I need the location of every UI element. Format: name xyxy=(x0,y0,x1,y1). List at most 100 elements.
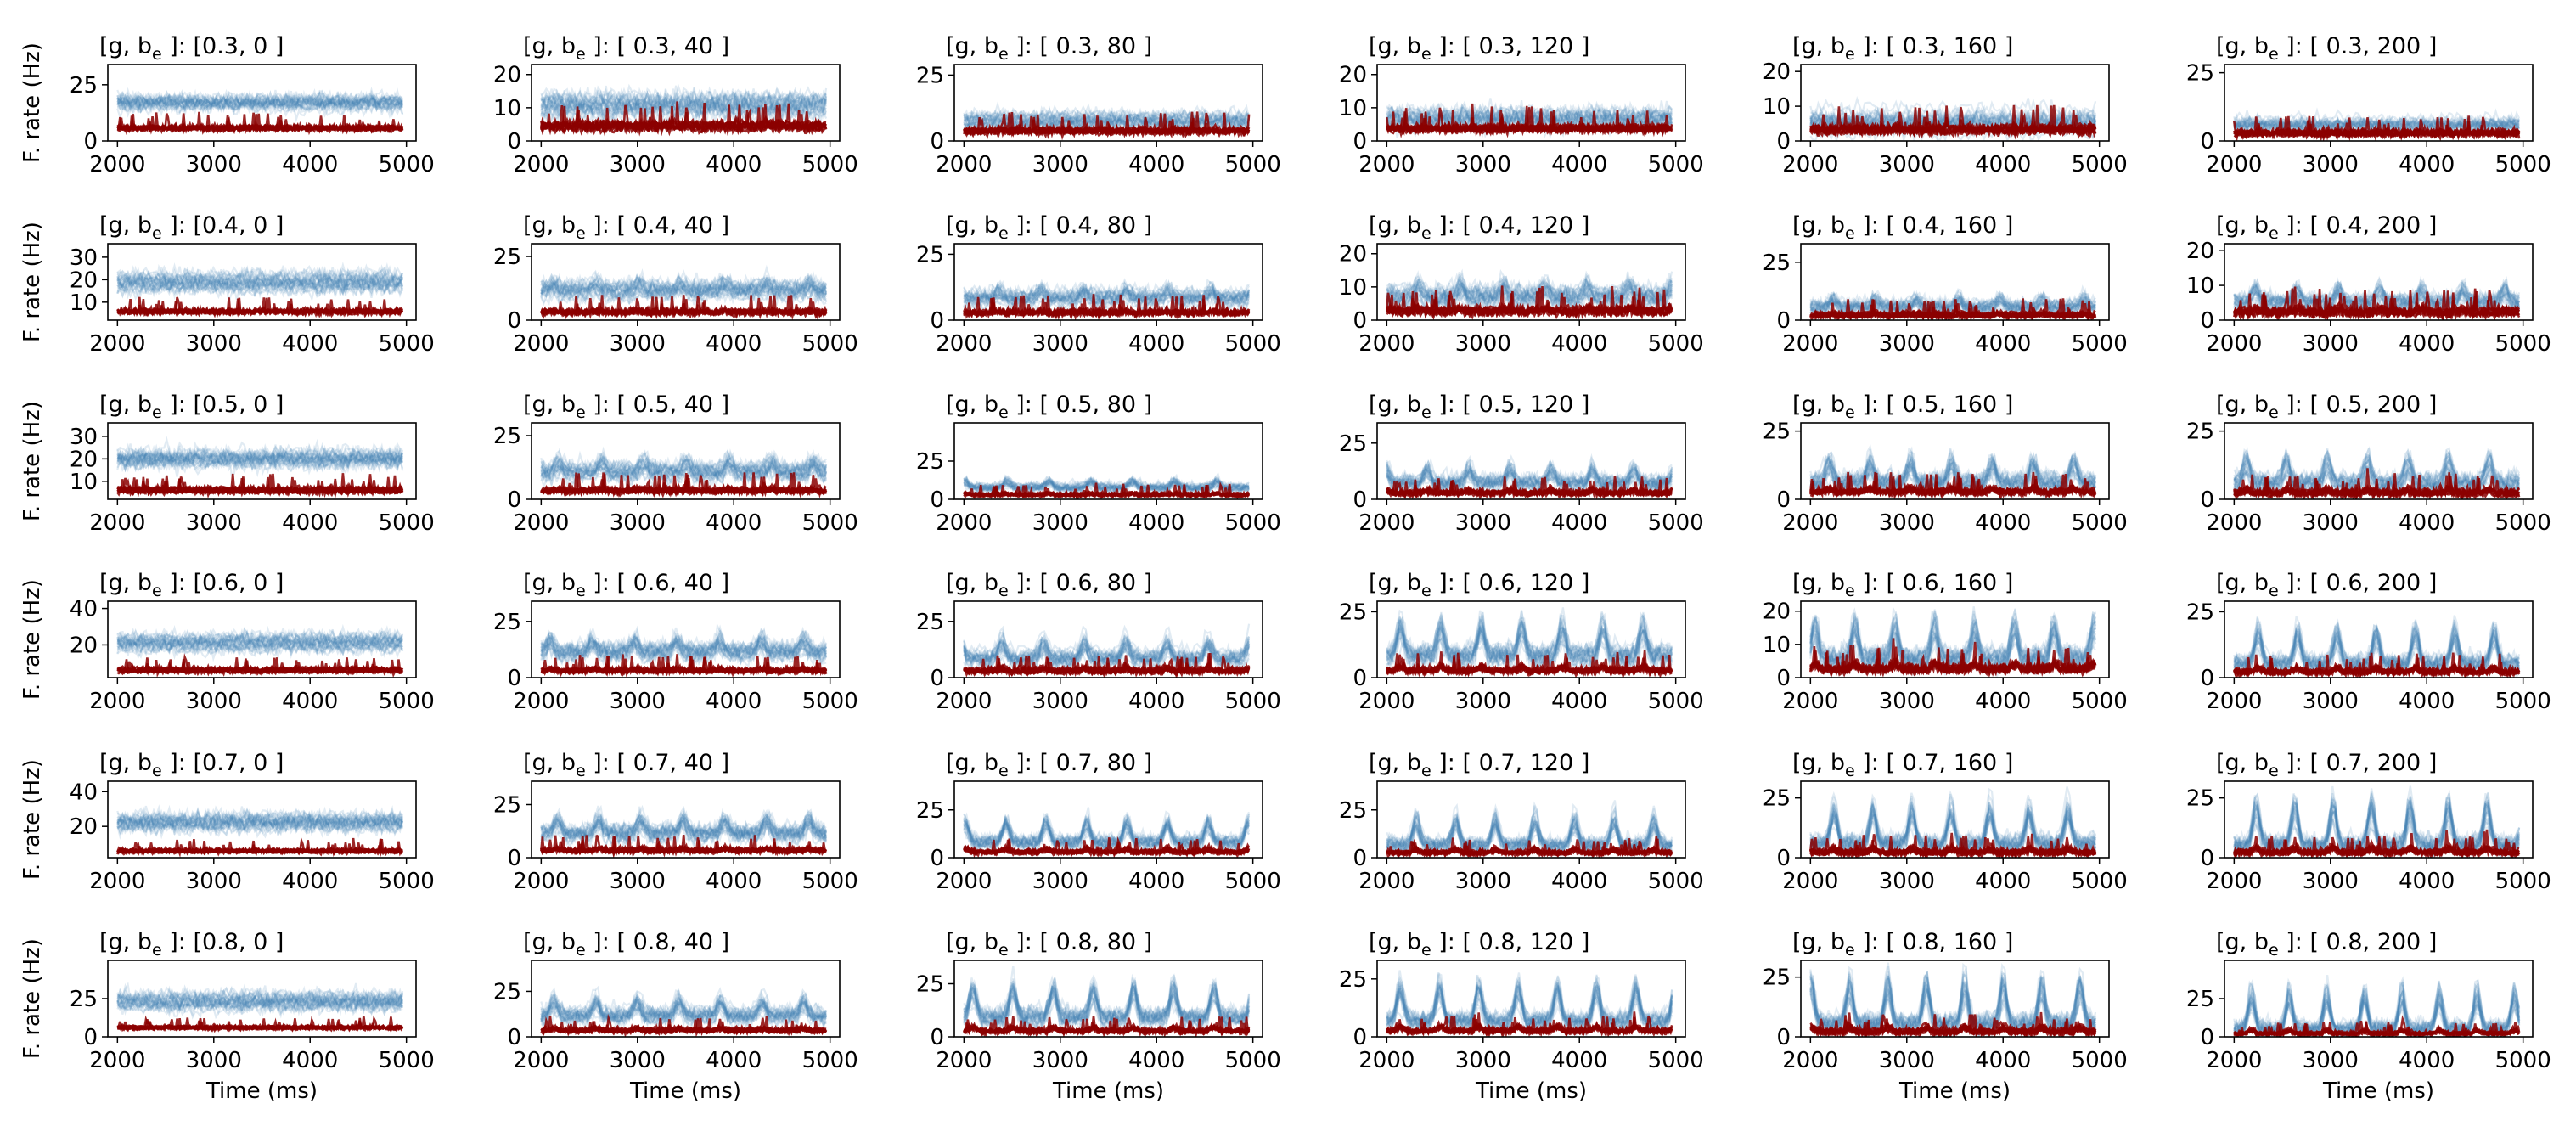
inhibitory-trace xyxy=(963,653,1251,677)
excitatory-trace xyxy=(2233,633,2521,677)
excitatory-trace xyxy=(2233,792,2521,852)
excitatory-trace xyxy=(117,625,403,652)
excitatory-trace xyxy=(540,264,828,296)
inhibitory-trace xyxy=(540,836,827,856)
excitatory-trace xyxy=(116,91,404,113)
excitatory-trace xyxy=(540,273,828,299)
excitatory-trace xyxy=(1809,443,2096,489)
excitatory-trace xyxy=(963,283,1250,310)
excitatory-trace xyxy=(540,273,827,301)
excitatory-trace xyxy=(540,811,827,841)
excitatory-trace xyxy=(116,813,404,836)
panel-title: [g, be ]: [ 0.5, 40 ] xyxy=(523,391,729,422)
excitatory-trace xyxy=(1386,279,1673,310)
x-tick-label: 5000 xyxy=(379,689,435,714)
plot-area xyxy=(1386,453,1673,499)
excitatory-trace xyxy=(540,272,828,299)
excitatory-trace xyxy=(540,633,828,667)
excitatory-trace xyxy=(117,635,403,657)
excitatory-trace xyxy=(1809,287,2097,312)
excitatory-trace xyxy=(541,811,828,841)
excitatory-trace xyxy=(1809,290,2097,314)
excitatory-trace xyxy=(540,271,827,296)
panel-title: [g, be ]: [ 0.3, 200 ] xyxy=(2216,33,2437,64)
y-tick-label: 25 xyxy=(916,449,944,475)
x-tick-label: 5000 xyxy=(379,510,435,536)
excitatory-trace xyxy=(116,271,404,292)
panel-title: [g, be ]: [ 0.6, 120 ] xyxy=(1369,570,1589,600)
axes-frame xyxy=(1376,64,1686,142)
plot-area xyxy=(963,278,1251,320)
excitatory-trace xyxy=(116,636,403,657)
excitatory-trace xyxy=(963,633,1251,667)
panel-title: [g, be ]: [ 0.4, 120 ] xyxy=(1369,212,1589,243)
excitatory-trace xyxy=(1809,974,2097,1033)
excitatory-trace xyxy=(1386,622,1673,671)
excitatory-trace xyxy=(963,992,1251,1033)
x-tick-label: 4000 xyxy=(2399,510,2455,536)
excitatory-trace xyxy=(1809,974,2096,1033)
excitatory-trace xyxy=(963,812,1250,851)
x-tick-label: 2000 xyxy=(513,510,569,536)
excitatory-trace xyxy=(540,273,828,302)
y-tick-label: 25 xyxy=(493,610,521,635)
excitatory-trace xyxy=(1809,459,2097,497)
excitatory-trace xyxy=(540,277,827,306)
excitatory-trace xyxy=(116,88,404,111)
excitatory-trace xyxy=(963,280,1251,305)
excitatory-trace xyxy=(1386,268,1673,303)
excitatory-trace xyxy=(1386,275,1673,307)
y-tick-label: 0 xyxy=(1776,666,1791,691)
x-tick-label: 2000 xyxy=(1358,1048,1415,1073)
panel-title: [g, be ]: [0.6, 0 ] xyxy=(99,570,284,600)
excitatory-trace xyxy=(963,983,1251,1027)
y-tick-label: 25 xyxy=(2186,600,2214,625)
excitatory-trace xyxy=(1386,979,1673,1032)
excitatory-trace xyxy=(116,994,404,1016)
y-tick-label: 20 xyxy=(2186,239,2214,264)
x-tick-label: 5000 xyxy=(2495,1048,2551,1073)
excitatory-trace xyxy=(1386,617,1673,670)
excitatory-trace xyxy=(540,457,828,485)
y-tick-label: 0 xyxy=(1776,846,1791,871)
excitatory-trace xyxy=(963,631,1251,667)
excitatory-trace xyxy=(541,633,828,660)
panel-17: 2000 3000 4000 5000 0 25[g, be ]: [ 0.5, 160 … xyxy=(1763,391,2128,536)
excitatory-trace xyxy=(963,281,1251,305)
excitatory-trace xyxy=(2233,626,2520,674)
excitatory-trace xyxy=(540,814,828,846)
excitatory-trace xyxy=(116,988,404,1012)
excitatory-trace xyxy=(116,811,404,833)
excitatory-trace xyxy=(2233,626,2520,673)
x-tick-label: 5000 xyxy=(379,331,435,357)
excitatory-trace xyxy=(116,270,404,293)
excitatory-trace xyxy=(540,626,828,659)
excitatory-trace xyxy=(540,633,827,662)
excitatory-trace xyxy=(540,634,827,666)
y-tick-label: 0 xyxy=(930,487,944,513)
excitatory-trace xyxy=(963,814,1250,851)
excitatory-trace xyxy=(2233,450,2520,492)
inhibitory-trace xyxy=(116,298,403,319)
excitatory-trace xyxy=(1386,459,1673,493)
excitatory-trace xyxy=(963,966,1251,1025)
axes-frame xyxy=(2224,422,2534,500)
x-tick-label: 2000 xyxy=(1782,1048,1838,1073)
panel-33: 2000 3000 4000 5000 0 25[g, be ]: [ 0.8, 80 ]… xyxy=(916,929,1281,1104)
excitatory-trace xyxy=(1809,786,2097,849)
x-tick-label: 4000 xyxy=(282,510,338,536)
excitatory-trace xyxy=(540,633,828,665)
excitatory-trace xyxy=(540,459,828,486)
excitatory-trace xyxy=(540,810,828,847)
y-tick-label: 0 xyxy=(83,129,98,155)
excitatory-trace xyxy=(540,1004,828,1029)
inhibitory-trace xyxy=(2233,294,2521,320)
excitatory-trace xyxy=(116,91,403,112)
excitatory-trace xyxy=(540,634,828,659)
x-tick-label: 3000 xyxy=(2303,331,2359,357)
y-tick-label: 25 xyxy=(1339,600,1367,625)
excitatory-trace xyxy=(541,453,828,484)
x-tick-label: 2000 xyxy=(2206,869,2262,894)
x-tick-label: 3000 xyxy=(1032,869,1088,894)
